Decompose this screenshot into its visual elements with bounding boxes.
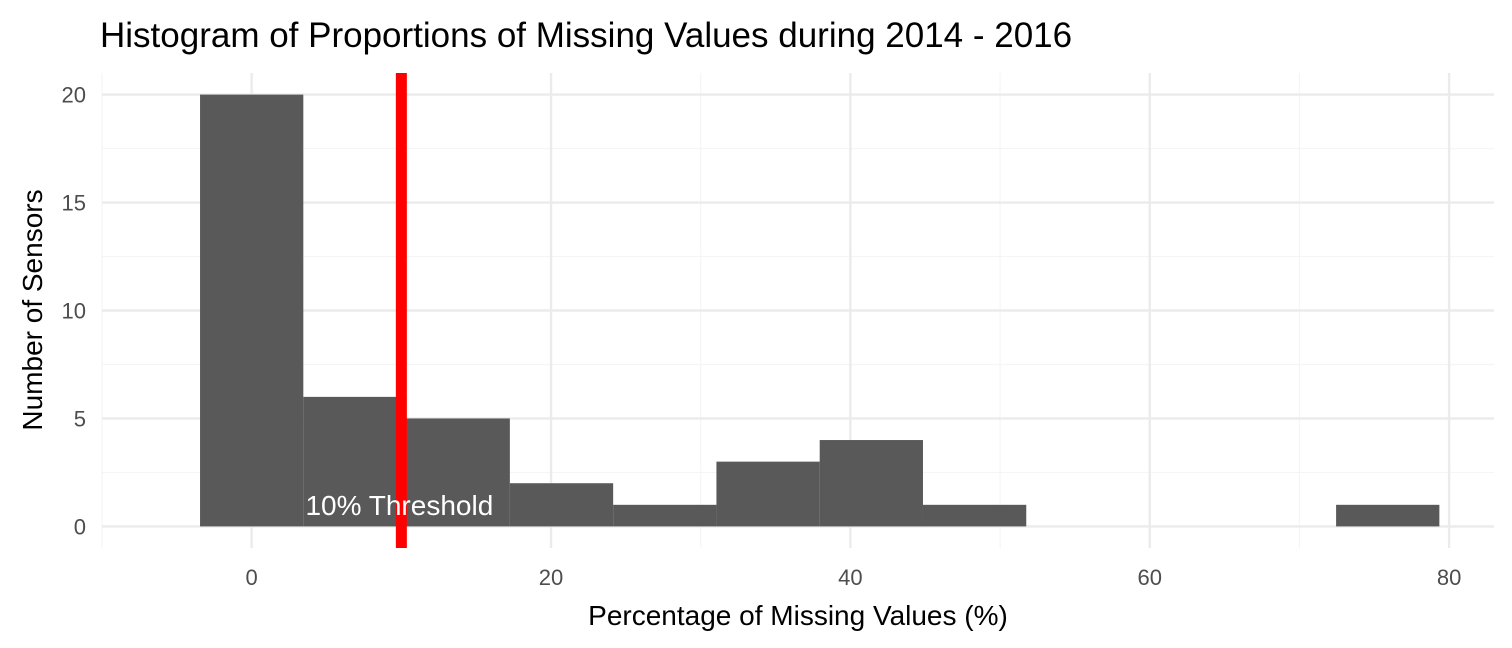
x-tick-label: 60 bbox=[1137, 565, 1161, 590]
histogram-bar bbox=[1336, 504, 1440, 527]
histogram-bar bbox=[200, 94, 304, 527]
histogram-bar bbox=[922, 504, 1027, 527]
y-tick-label: 15 bbox=[62, 191, 86, 216]
histogram-bar bbox=[406, 418, 510, 527]
x-axis-label: Percentage of Missing Values (%) bbox=[588, 600, 1008, 631]
x-tick-label: 80 bbox=[1437, 565, 1461, 590]
y-tick-label: 5 bbox=[74, 406, 86, 431]
threshold-annotation: 10% Threshold bbox=[305, 490, 493, 521]
y-tick-label: 10 bbox=[62, 299, 86, 324]
histogram-bar bbox=[303, 396, 407, 527]
histogram-bars bbox=[200, 94, 1440, 527]
chart-title: Histogram of Proportions of Missing Valu… bbox=[100, 16, 1072, 55]
histogram-bar bbox=[509, 483, 614, 527]
x-tick-label: 0 bbox=[246, 565, 258, 590]
x-tick-label: 20 bbox=[539, 565, 563, 590]
histogram-bar bbox=[716, 461, 820, 527]
y-axis-label: Number of Sensors bbox=[17, 189, 48, 430]
x-tick-label: 40 bbox=[838, 565, 862, 590]
axis-ticks: 0 20 40 60 80 0 5 10 15 20 bbox=[62, 83, 1462, 590]
y-tick-label: 0 bbox=[74, 514, 86, 539]
histogram-bar bbox=[819, 440, 923, 527]
y-tick-label: 20 bbox=[62, 83, 86, 108]
histogram-bar bbox=[613, 504, 717, 527]
